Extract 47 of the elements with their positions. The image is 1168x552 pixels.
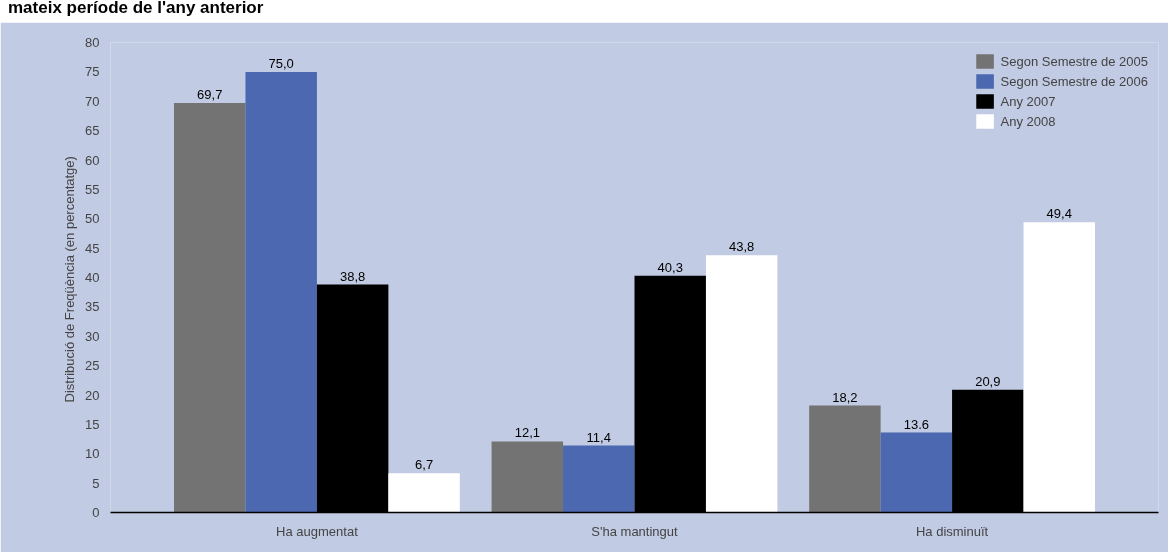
y-tick-label: 60: [85, 152, 100, 168]
bar: [174, 103, 246, 513]
y-tick-label: 0: [92, 505, 100, 520]
data-label: 6,7: [415, 457, 434, 473]
chart-title: mateix període de l'any anterior: [8, 0, 264, 17]
bar: [1023, 222, 1095, 513]
y-tick-label: 40: [85, 270, 100, 285]
legend-label: Segon Semestre de 2006: [1000, 73, 1148, 89]
legend-label: Any 2008: [1000, 113, 1056, 129]
y-tick-label: 65: [85, 123, 100, 139]
y-tick-label: 25: [85, 358, 100, 374]
y-axis-title: Distribució de Freqüència (en percentatge): [62, 156, 78, 403]
y-tick-label: 50: [85, 211, 100, 227]
legend-label: Any 2007: [1000, 93, 1056, 109]
y-tick-label: 20: [85, 387, 100, 403]
bar: [563, 445, 635, 513]
y-tick-label: 5: [92, 475, 100, 491]
data-label: 12,1: [514, 425, 540, 441]
x-tick-label: Ha augmentat: [276, 523, 359, 539]
bar: [809, 405, 881, 513]
data-label: 43,8: [729, 239, 755, 255]
y-tick-label: 30: [85, 328, 100, 344]
data-label: 75,0: [268, 55, 294, 71]
y-tick-label: 55: [85, 181, 100, 197]
data-label: 38,8: [340, 268, 366, 284]
bar: [388, 473, 460, 513]
y-tick-label: 10: [85, 446, 100, 462]
data-label: 40,3: [657, 259, 683, 275]
x-tick-label: Ha disminuït: [915, 523, 989, 539]
y-tick-label: 45: [85, 240, 100, 256]
bar: [245, 71, 317, 513]
bar: [491, 441, 564, 513]
bar: [705, 255, 778, 513]
data-label: 13.6: [903, 416, 930, 432]
y-tick-label: 80: [85, 35, 100, 50]
legend-label: Segon Semestre de 2005: [1000, 53, 1148, 69]
data-label: 11,4: [586, 429, 611, 445]
y-tick-label: 70: [85, 93, 100, 109]
data-label: 18,2: [832, 389, 858, 405]
data-label: 20,9: [975, 373, 1001, 389]
x-tick-label: S'ha mantingut: [591, 523, 679, 539]
bar: [880, 432, 953, 513]
y-tick-label: 75: [85, 64, 100, 80]
y-tick-label: 35: [85, 299, 100, 315]
data-label: 69,7: [197, 87, 223, 103]
data-label: 49,4: [1046, 206, 1072, 222]
y-tick-label: 15: [85, 416, 100, 432]
